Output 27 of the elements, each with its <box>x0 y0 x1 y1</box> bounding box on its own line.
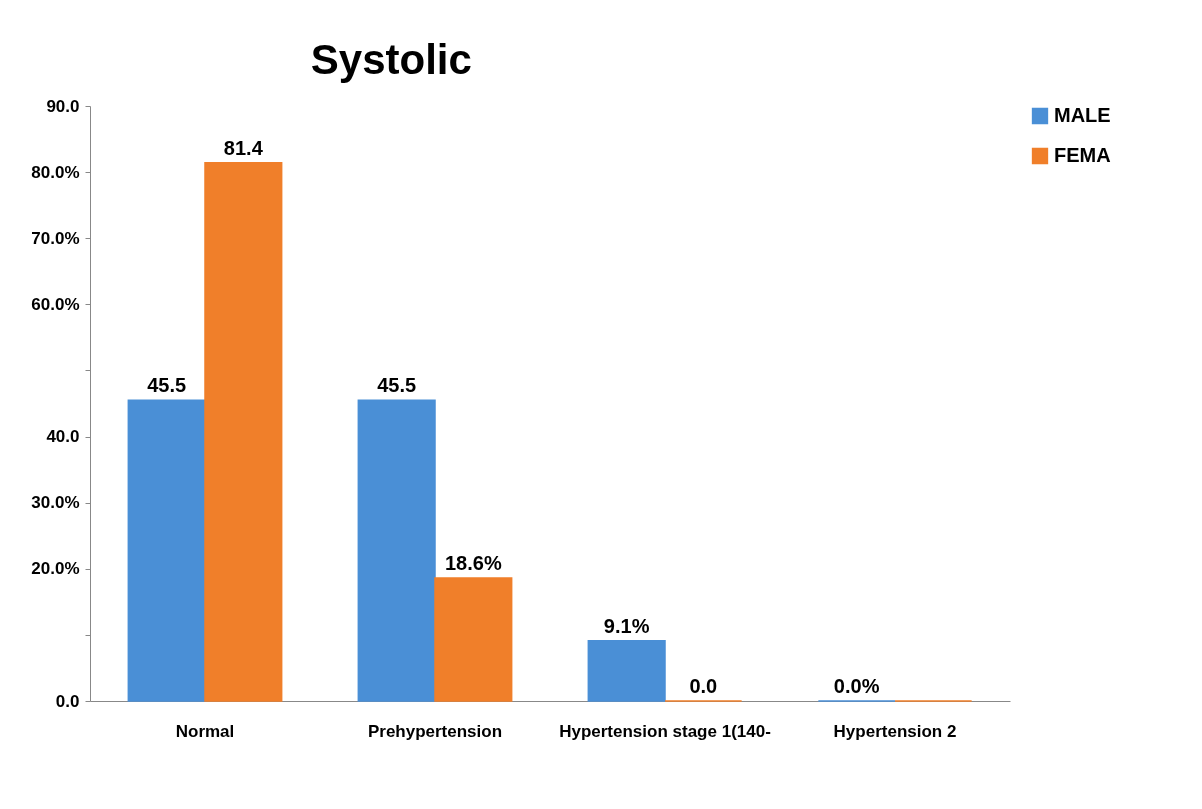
data-label: 18.6% <box>444 552 502 575</box>
chart-title: Systolic <box>310 36 472 83</box>
legend-label: MALE <box>1054 104 1111 126</box>
bar <box>434 577 513 702</box>
data-label: 45.5 <box>147 374 187 397</box>
y-tick-label: 20.0% <box>31 559 80 579</box>
legend-label: FEMA <box>1054 144 1111 166</box>
bar <box>357 399 436 702</box>
data-label: 0.0 <box>689 675 718 697</box>
y-tick-label: 80.0% <box>31 162 80 182</box>
data-label: 9.1% <box>603 614 650 637</box>
y-tick-label: 40.0 <box>46 427 80 447</box>
y-tick-label: 30.0% <box>31 493 80 513</box>
bar <box>127 399 206 702</box>
x-tick-label: Prehypertension <box>367 721 503 741</box>
y-tick-label: 70.0% <box>31 228 80 248</box>
data-label: 45.5 <box>377 374 417 397</box>
x-tick-label: Hypertension 2 <box>833 721 957 741</box>
bar <box>587 640 666 702</box>
data-label: 0.0% <box>833 675 880 697</box>
y-tick-label: 60.0% <box>31 294 80 314</box>
x-tick-label: Hypertension stage 1(140- <box>559 721 771 741</box>
y-tick-label: 90.0 <box>46 96 80 116</box>
x-tick-label: Normal <box>175 721 235 741</box>
y-tick-label: 0.0 <box>55 691 80 711</box>
bar <box>204 162 283 702</box>
data-label: 81.4 <box>223 136 264 159</box>
